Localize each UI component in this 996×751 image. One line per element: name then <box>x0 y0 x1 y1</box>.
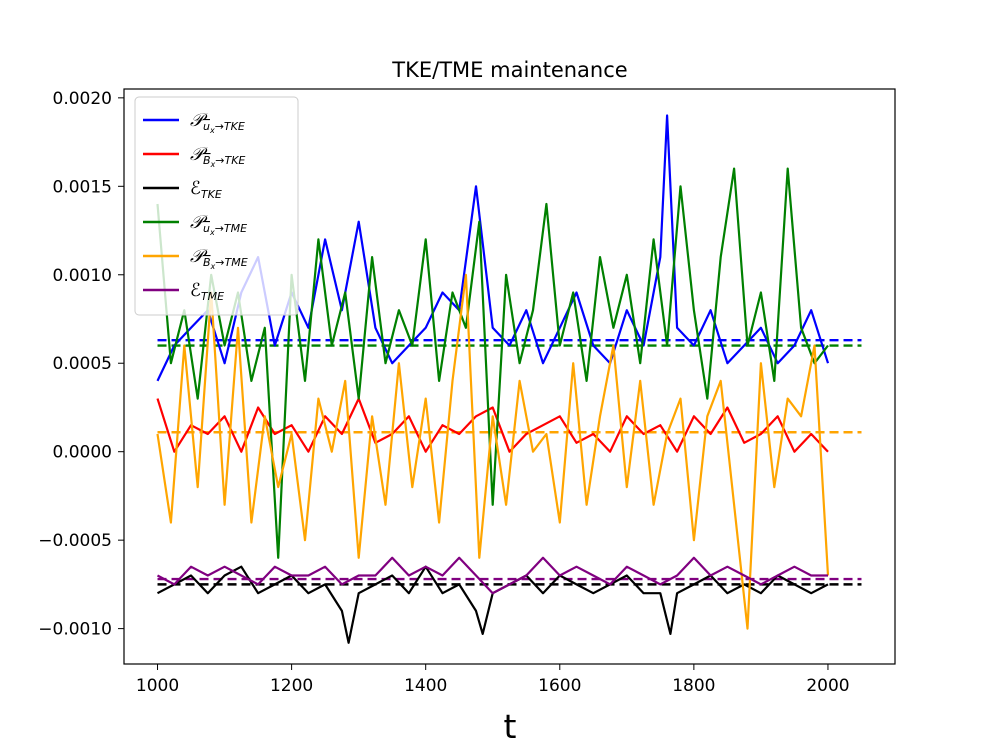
y-tick-label: −0.0010 <box>38 620 112 640</box>
series-line-E_TKE <box>156 565 829 644</box>
x-tick-label: 1000 <box>136 676 179 696</box>
chart-title: TKE/TME maintenance <box>391 58 627 82</box>
series-line-P_u_TKE <box>156 114 830 382</box>
y-tick-label: 0.0010 <box>53 266 112 286</box>
x-tick-label: 2000 <box>806 676 849 696</box>
y-axis: −0.0010 −0.0005 0.0000 0.0005 0.0010 0.0015 0.… <box>38 89 124 640</box>
series-line-P_B_TKE <box>156 397 829 453</box>
legend-label-E_TME: ℰTME <box>190 280 224 303</box>
y-tick-label: 0.0015 <box>53 177 112 197</box>
series-line-P_B_TME <box>156 273 830 630</box>
series-lines <box>156 114 830 644</box>
plot-area-frame <box>123 88 896 665</box>
x-axis: 1000 1200 1400 1600 1800 2000 <box>136 664 850 696</box>
legend-label-E_TKE: ℰTKE <box>190 178 222 201</box>
x-tick-label: 1800 <box>672 676 715 696</box>
y-tick-label: −0.0005 <box>38 531 112 551</box>
series-line-E_TME <box>156 556 828 595</box>
x-axis-label: t <box>504 707 517 746</box>
y-tick-label: 0.0005 <box>53 354 112 374</box>
x-tick-label: 1400 <box>404 676 447 696</box>
y-tick-label: 0.0000 <box>53 443 112 463</box>
x-tick-label: 1200 <box>270 676 313 696</box>
series-line-P_u_TME <box>156 167 829 559</box>
y-tick-label: 0.0020 <box>53 89 112 109</box>
x-tick-label: 1600 <box>538 676 581 696</box>
legend-box <box>134 96 299 316</box>
